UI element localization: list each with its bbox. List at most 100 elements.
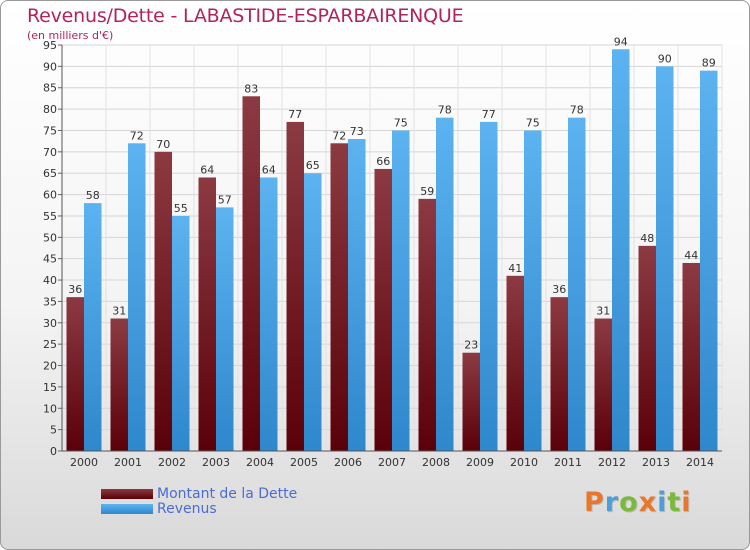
bar-dette-2001: [110, 318, 128, 451]
value-label-revenus-2010: 75: [526, 116, 540, 129]
y-tick-label: 35: [43, 295, 57, 308]
value-label-revenus-2008: 78: [438, 104, 452, 117]
value-label-dette-2005: 77: [288, 108, 302, 121]
value-label-revenus-2007: 75: [394, 116, 408, 129]
value-label-revenus-2009: 77: [482, 108, 496, 121]
x-tick-label: 2001: [114, 456, 142, 469]
value-label-dette-2007: 66: [376, 155, 390, 168]
value-label-dette-2009: 23: [464, 339, 478, 352]
bar-dette-2004: [242, 96, 260, 451]
bar-dette-2003: [198, 177, 216, 452]
bar-dette-2011: [550, 297, 568, 451]
value-label-dette-2012: 31: [596, 305, 610, 318]
bar-dette-2010: [506, 275, 524, 451]
y-tick-label: 40: [43, 274, 57, 287]
value-label-revenus-2012: 94: [614, 35, 628, 48]
x-tick-label: 2003: [202, 456, 230, 469]
legend-label-dette: Montant de la Dette: [157, 486, 298, 502]
x-tick-label: 2007: [378, 456, 406, 469]
x-tick-label: 2014: [686, 456, 714, 469]
proxiti-logo: Proxiti: [584, 487, 692, 518]
value-label-dette-2011: 36: [552, 283, 566, 296]
y-tick-label: 50: [43, 231, 57, 244]
bar-revenus-2008: [436, 117, 454, 451]
bar-revenus-2003: [216, 207, 234, 451]
legend-label-revenus: Revenus: [157, 501, 217, 517]
logo-letter: i: [657, 487, 668, 518]
bar-revenus-2014: [700, 70, 718, 452]
bar-revenus-2004: [260, 177, 278, 452]
bar-dette-2013: [638, 245, 656, 451]
value-label-dette-2000: 36: [68, 283, 82, 296]
y-tick-label: 55: [43, 210, 57, 223]
value-label-revenus-2013: 90: [658, 52, 672, 65]
bar-revenus-2013: [656, 66, 674, 452]
value-label-revenus-2001: 72: [130, 129, 144, 142]
bar-revenus-2001: [128, 143, 146, 451]
y-tick-label: 85: [43, 82, 57, 95]
x-tick-label: 2004: [246, 456, 274, 469]
bar-revenus-2002: [172, 215, 190, 451]
value-label-dette-2010: 41: [508, 262, 522, 275]
chart-subtitle: (en milliers d'€): [27, 29, 114, 42]
y-tick-label: 0: [50, 445, 57, 458]
value-label-revenus-2004: 64: [262, 163, 276, 176]
bar-dette-2005: [286, 121, 304, 451]
y-tick-label: 70: [43, 146, 57, 159]
value-label-dette-2013: 48: [640, 232, 654, 245]
y-tick-label: 25: [43, 338, 57, 351]
x-tick-label: 2000: [70, 456, 98, 469]
y-tick-label: 75: [43, 124, 57, 137]
bar-revenus-2011: [568, 117, 586, 451]
logo-letter: r: [604, 487, 620, 518]
bar-revenus-2006: [348, 139, 366, 451]
value-label-dette-2002: 70: [156, 138, 170, 151]
value-label-revenus-2014: 89: [702, 57, 716, 70]
chart-title: Revenus/Dette - LABASTIDE-ESPARBAIRENQUE: [27, 5, 464, 27]
x-tick-label: 2013: [642, 456, 670, 469]
y-tick-label: 45: [43, 253, 57, 266]
bar-revenus-2012: [612, 49, 630, 452]
x-tick-label: 2006: [334, 456, 362, 469]
value-label-dette-2003: 64: [200, 163, 214, 176]
x-tick-label: 2010: [510, 456, 538, 469]
bar-dette-2014: [682, 262, 700, 451]
value-label-dette-2008: 59: [420, 185, 434, 198]
y-tick-label: 20: [43, 360, 57, 373]
logo-letter: o: [619, 487, 639, 518]
value-label-dette-2006: 72: [332, 129, 346, 142]
bar-dette-2007: [374, 168, 392, 452]
logo-letter: i: [681, 487, 692, 518]
x-tick-label: 2002: [158, 456, 186, 469]
bar-dette-2009: [462, 352, 480, 451]
bar-revenus-2007: [392, 130, 410, 451]
bar-dette-2002: [154, 151, 172, 451]
legend-swatch-dette: [101, 489, 153, 499]
x-tick-label: 2011: [554, 456, 582, 469]
y-tick-label: 30: [43, 317, 57, 330]
value-label-revenus-2006: 73: [350, 125, 364, 138]
logo-letter: x: [638, 487, 658, 518]
bar-dette-2008: [418, 198, 436, 451]
bar-dette-2012: [594, 318, 612, 451]
bar-revenus-2010: [524, 130, 542, 451]
bar-revenus-2005: [304, 173, 322, 452]
x-tick-label: 2008: [422, 456, 450, 469]
x-tick-label: 2009: [466, 456, 494, 469]
value-label-revenus-2011: 78: [570, 104, 584, 117]
value-label-revenus-2000: 58: [86, 189, 100, 202]
value-label-dette-2004: 83: [244, 82, 258, 95]
value-label-revenus-2005: 65: [306, 159, 320, 172]
y-tick-label: 65: [43, 167, 57, 180]
y-tick-label: 95: [43, 39, 57, 52]
legend-swatch-revenus: [101, 504, 153, 514]
y-tick-label: 80: [43, 103, 57, 116]
value-label-dette-2001: 31: [112, 305, 126, 318]
y-tick-label: 10: [43, 402, 57, 415]
logo-letter: P: [584, 487, 605, 518]
bar-revenus-2000: [84, 203, 102, 451]
x-tick-label: 2005: [290, 456, 318, 469]
value-label-dette-2014: 44: [684, 249, 698, 262]
